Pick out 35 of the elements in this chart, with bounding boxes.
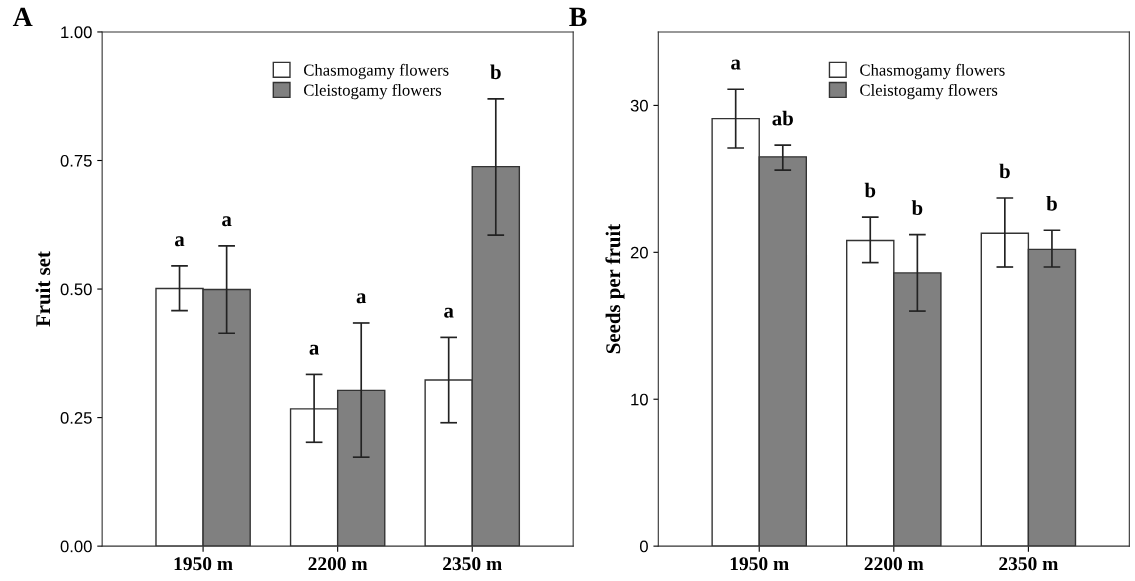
chart-title: A	[12, 7, 33, 27]
x-tick-label: 2350 m	[443, 557, 502, 571]
annotation: a	[731, 59, 741, 70]
annotation: a	[222, 216, 232, 227]
annotation: b	[864, 182, 876, 198]
x-tick-label: 2200 m	[864, 557, 924, 571]
annotation: b	[999, 163, 1010, 179]
y-tick-label: 0.25	[60, 411, 92, 424]
legend-label: Cleistogamy flowers	[860, 83, 998, 100]
annotation: a	[174, 236, 185, 247]
x-tick-label: 2200 m	[308, 557, 368, 571]
x-tick-label: 2350 m	[999, 557, 1059, 571]
y-axis-title: Seeds per fruit	[605, 223, 625, 354]
annotation: a	[444, 307, 454, 318]
chart-title: B	[569, 7, 587, 27]
x-tick-label: 1950 m	[730, 557, 789, 571]
y-tick-label: 0.50	[60, 283, 92, 296]
annotation: a	[356, 293, 367, 304]
legend-label: Chasmogamy flowers	[860, 63, 1005, 80]
y-tick-label: 0.00	[60, 540, 92, 553]
y-axis-title: Fruit set	[35, 251, 51, 327]
y-tick-label: 20	[630, 246, 648, 259]
annotation: b	[490, 64, 501, 80]
y-tick-label: 1.00	[61, 26, 92, 39]
annotation: a	[309, 344, 319, 355]
annotation: b	[1046, 195, 1057, 211]
y-tick-label: 10	[631, 393, 648, 406]
x-tick-label: 1950 m	[174, 557, 233, 571]
annotation: b	[911, 200, 923, 216]
y-tick-label: 30	[630, 99, 648, 112]
y-tick-label: 0	[639, 540, 648, 553]
legend-label: Cleistogamy flowers	[303, 83, 442, 100]
y-tick-label: 0.75	[60, 154, 92, 167]
legend-label: Chasmogamy flowers	[303, 63, 449, 80]
annotation: ab	[772, 110, 793, 126]
